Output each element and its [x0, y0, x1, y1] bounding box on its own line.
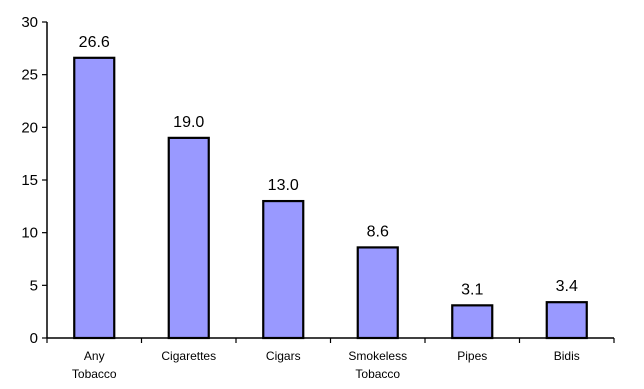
x-tick-label: Cigarettes [161, 349, 216, 363]
y-tick-label: 20 [21, 119, 38, 136]
y-tick-label: 0 [30, 330, 38, 347]
y-axis: 0 5 10 15 20 25 30 [21, 14, 48, 347]
bar [356, 246, 399, 340]
x-tick-label: Any Tobacco [72, 349, 117, 381]
x-tick-label-line: Any [84, 349, 105, 363]
data-label: 3.1 [461, 281, 483, 298]
data-label: 13.0 [268, 177, 299, 194]
data-label: 3.4 [556, 278, 578, 295]
bar [262, 199, 305, 340]
y-tick-label: 25 [21, 67, 38, 84]
y-tick-label: 15 [21, 172, 38, 189]
y-tick-label: 10 [21, 225, 38, 242]
data-label: 8.6 [367, 223, 389, 240]
x-tick-label-line: Tobacco [355, 367, 400, 381]
x-axis: Any Tobacco Cigarettes Cigars Smokeless Tobac… [46, 337, 615, 381]
x-tick-label-line: Cigarettes [161, 349, 216, 363]
x-tick-label-line: Pipes [457, 349, 487, 363]
x-tick-label: Bidis [554, 349, 580, 363]
x-tick-label: Smokeless Tobacco [348, 349, 407, 381]
data-label: 26.6 [79, 34, 110, 51]
bar [451, 304, 494, 340]
value-labels: 26.6 19.0 13.0 8.6 3.1 3.4 [79, 34, 578, 299]
x-tick-label: Cigars [266, 349, 301, 363]
x-tick-label-line: Cigars [266, 349, 301, 363]
bars [73, 56, 588, 340]
x-tick-label-line: Bidis [554, 349, 580, 363]
bar [73, 56, 116, 340]
y-tick-label: 30 [21, 14, 38, 31]
data-label: 19.0 [173, 114, 204, 131]
x-tick-label-line: Tobacco [72, 367, 117, 381]
y-tick-label: 5 [30, 277, 38, 294]
x-tick-label-line: Smokeless [348, 349, 407, 363]
bar [167, 136, 210, 340]
bar [545, 301, 588, 340]
x-tick-label: Pipes [457, 349, 487, 363]
